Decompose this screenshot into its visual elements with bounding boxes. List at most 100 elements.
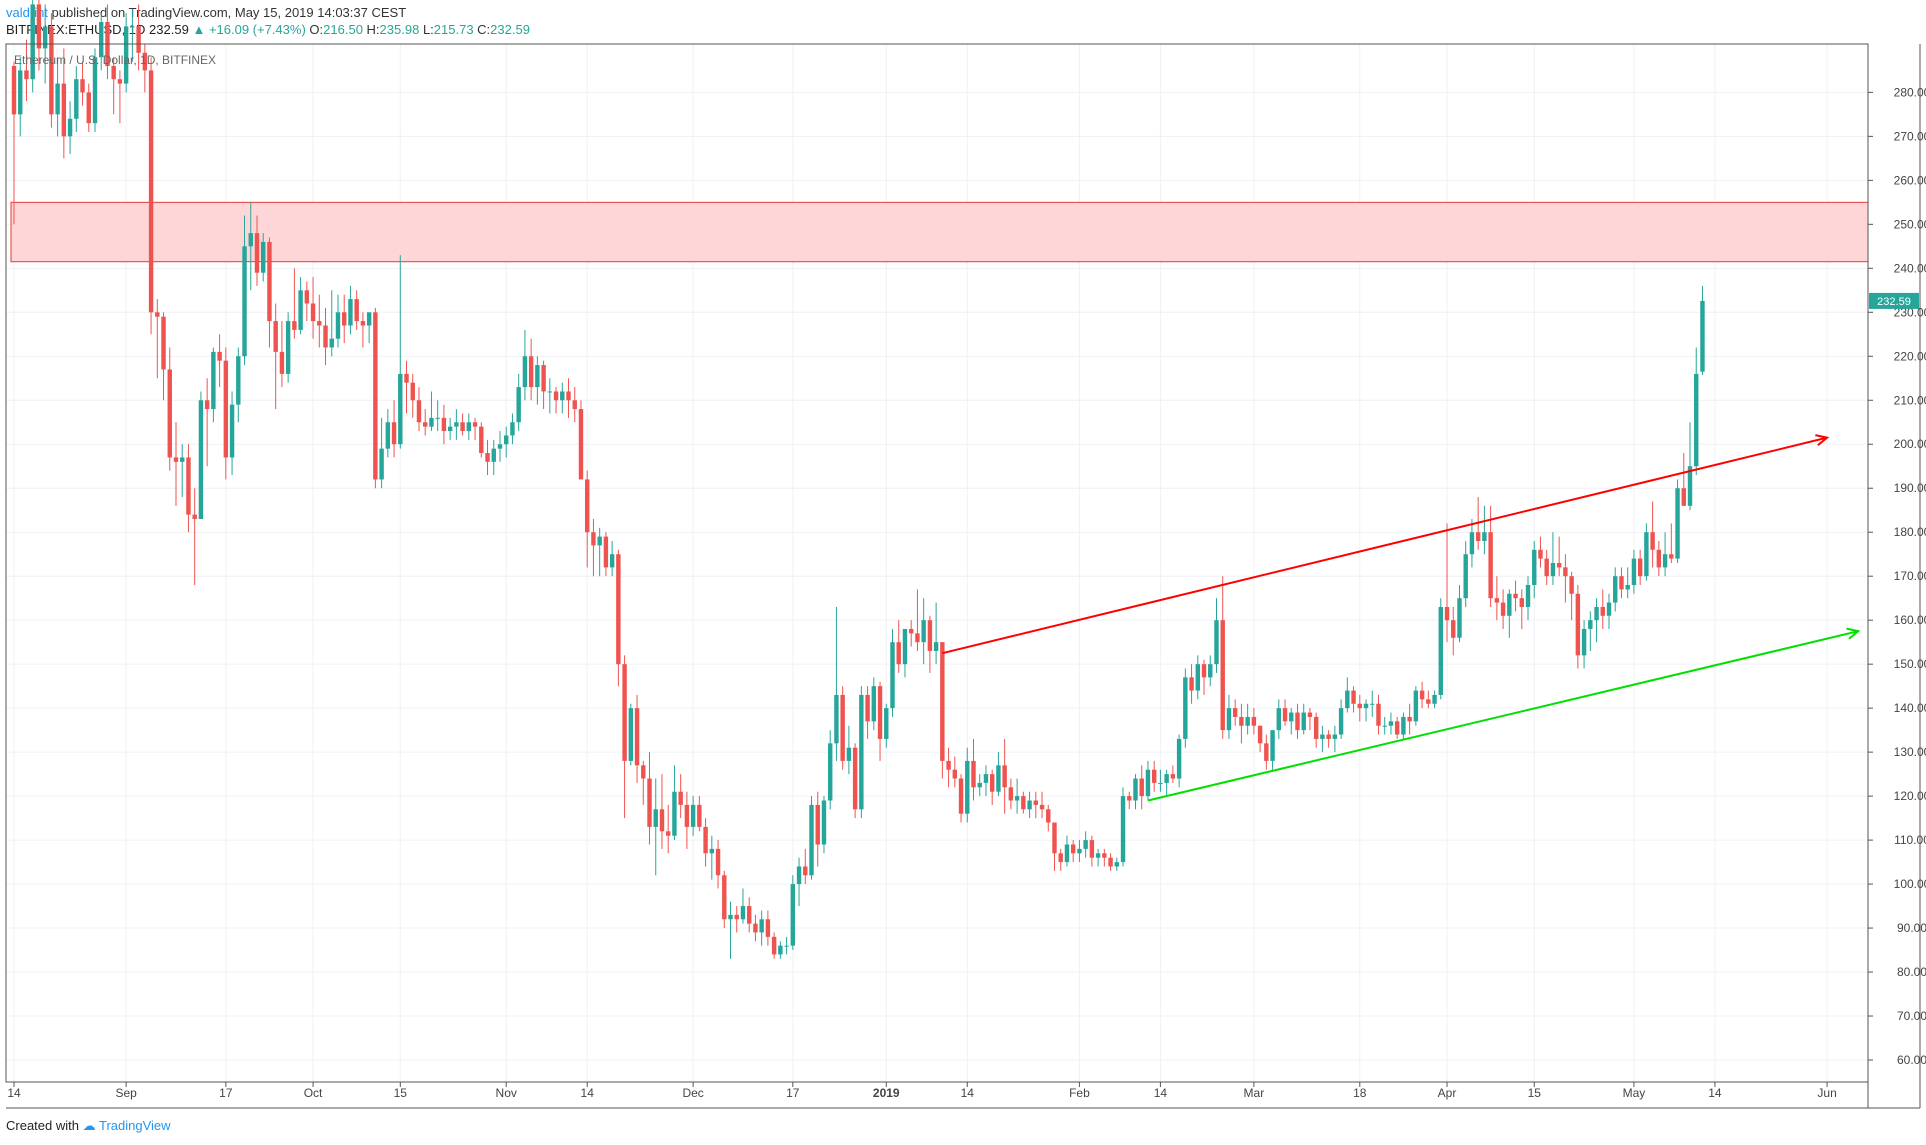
candle-body [1594,606,1599,621]
candle-body [1694,373,1699,467]
candle [996,752,1001,797]
x-tick-label: Mar [1244,1086,1265,1100]
candle [429,391,434,432]
candle [1357,694,1362,722]
y-tick-label: 70.00 [1897,1009,1926,1023]
candle [834,606,839,761]
candle-body [989,774,995,792]
candle-body [659,809,665,832]
candle [148,57,154,335]
candle-body [310,303,316,322]
candle [273,303,278,410]
support-trendline [1147,630,1859,802]
candle-body [504,435,509,445]
candle [435,400,440,432]
candle-body [1662,554,1668,568]
candle-body [946,760,951,770]
x-tick-label: 14 [1154,1086,1168,1100]
footer: Created with ☁ TradingView [6,1118,171,1134]
candle-body [1313,716,1319,739]
candle-body [1407,716,1412,722]
candle-body [155,312,160,317]
candle [1376,694,1381,735]
candle [1569,571,1574,621]
candle-body [908,628,914,634]
candle-body [192,514,197,520]
candle-body [672,791,677,836]
candle-body [74,79,79,119]
candle-body [92,57,98,124]
candle-body [1482,532,1487,542]
candle [1320,725,1325,753]
candle [1008,778,1014,810]
candle-body [722,875,727,920]
candle [217,334,222,388]
candle-body [1077,848,1082,854]
candle-body [1170,774,1176,779]
candle-body [896,642,901,665]
candle [1532,541,1537,599]
candle-body [1519,598,1524,607]
candle-body [1532,549,1537,585]
candle-body [373,312,378,480]
candle-body [1469,532,1475,555]
candle-body [42,26,48,49]
candle-body [1301,712,1306,731]
candle-body [1475,532,1481,542]
candle-body [1370,703,1375,705]
tradingview-brand[interactable]: TradingView [99,1118,171,1133]
candle-body [1606,602,1612,616]
candle-body [740,906,746,920]
candle [1581,620,1587,669]
candle [709,835,715,880]
candle-body [1289,712,1294,722]
candle-body [1064,844,1070,863]
candle [123,13,129,93]
candle-body [198,400,204,520]
candle-body [535,365,540,388]
candle [989,769,995,805]
candle [1095,848,1101,867]
candle [890,628,895,717]
candle [36,0,42,71]
candle [553,387,559,414]
candle [1102,848,1107,867]
candle [1457,584,1462,643]
candle-body [1264,743,1269,761]
candle [603,532,609,577]
candle-body [665,831,671,836]
candle [765,910,771,946]
candle [416,387,422,432]
candle-body [1039,804,1045,810]
candle [815,791,820,867]
candle [1232,699,1238,726]
price-axis[interactable]: 60.00 70.00 80.00 90.00 100.00 110.00 120.00 13… [1868,85,1926,1067]
candle-body [1338,708,1344,735]
candle-body [398,373,403,445]
x-tick-label: 2019 [873,1086,900,1100]
candle-body [1208,664,1213,678]
close-value: 232.59 [490,22,530,37]
candle-body [884,708,889,739]
price-change: +16.09 (+7.43%) [208,22,306,37]
candle-body [360,321,366,326]
candle-body [292,321,297,330]
candle-body [342,312,347,326]
candle [1046,804,1051,832]
candle [1208,655,1213,687]
candle [740,888,746,924]
candle [1195,655,1201,700]
candle-body [628,708,634,761]
candle-body [1251,716,1257,726]
candle-body [971,760,976,788]
candle-body [1569,576,1574,594]
candle-body [1494,598,1500,603]
candle-body [204,400,210,410]
candle [1575,584,1581,669]
candle [1631,549,1637,594]
candle [971,738,976,801]
candle-body [279,351,285,374]
candle [1313,712,1319,748]
time-axis[interactable]: 14 Sep 17 Oct 15 Nov 14 Dec 17 2019 14 Feb 14 Mar 18 Ap… [7,1082,1837,1100]
